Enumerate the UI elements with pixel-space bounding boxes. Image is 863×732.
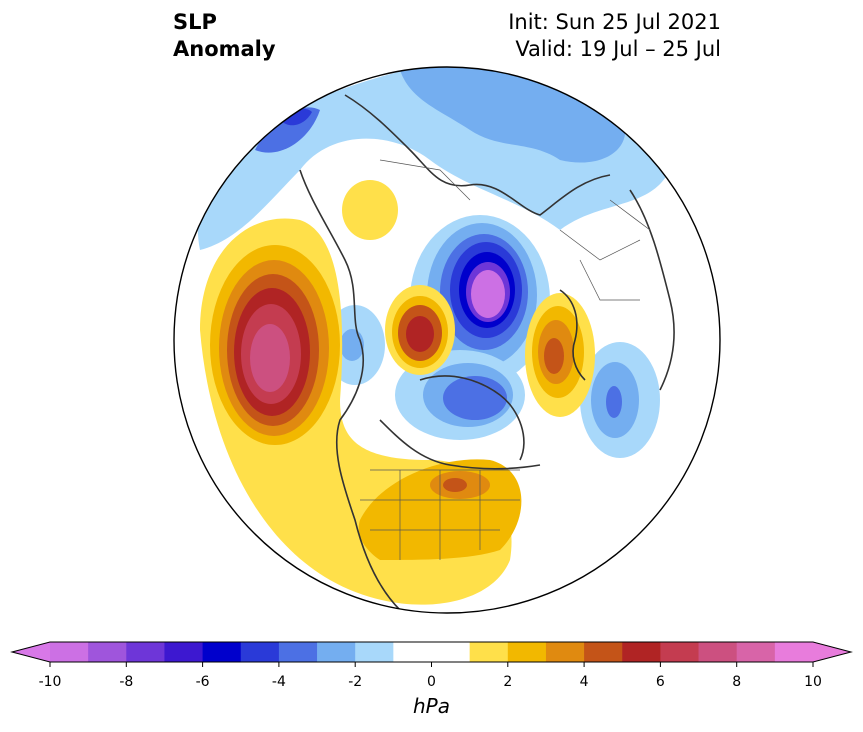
colorbar-segment	[393, 642, 471, 662]
anomaly-pos-7	[250, 324, 290, 392]
colorbar-tick-label: 4	[579, 674, 589, 690]
colorbar-tick-label: 2	[503, 674, 513, 690]
colorbar-segment	[202, 642, 242, 662]
colorbar-segment	[240, 642, 280, 662]
colorbar-tick-label: -6	[195, 674, 210, 690]
colorbar-segment	[164, 642, 204, 662]
colorbar-segment	[736, 642, 776, 662]
anomaly-pos-12	[406, 316, 434, 352]
anomaly-neg-16	[340, 329, 364, 361]
anomaly-neg-4	[280, 108, 312, 126]
map-dates: Init: Sun 25 Jul 2021 Valid: 19 Jul – 25…	[508, 9, 721, 63]
valid-range: Valid: 19 Jul – 25 Jul	[515, 37, 721, 61]
init-date: Init: Sun 25 Jul 2021	[508, 10, 721, 34]
colorbar-unit: hPa	[413, 694, 450, 718]
colorbar-segment	[545, 642, 585, 662]
colorbar-segments	[10, 641, 853, 663]
anomaly-pos-8	[342, 180, 398, 240]
anomaly-neg-14	[443, 376, 507, 420]
colorbar-tick-label: -10	[38, 674, 62, 690]
title-line-2: Anomaly	[173, 37, 276, 61]
colorbar-tick-label: -8	[119, 674, 134, 690]
title-line-1: SLP	[173, 10, 217, 34]
anomaly-pos-19	[443, 478, 467, 492]
colorbar-segment	[50, 642, 89, 662]
colorbar-segment	[126, 642, 165, 662]
anomaly-neg-11	[471, 270, 505, 318]
colorbar-tick-label: 8	[732, 674, 742, 690]
anomaly-pos-16	[544, 338, 564, 374]
borders	[360, 159, 651, 560]
anomaly-field	[174, 67, 720, 613]
colorbar	[10, 641, 853, 667]
colorbar-segment	[507, 642, 547, 662]
colorbar-tick-label: 6	[655, 674, 665, 690]
coastlines	[299, 94, 675, 611]
colorbar-segment	[88, 642, 127, 662]
colorbar-tick-label: -2	[348, 674, 363, 690]
colorbar-segment	[622, 642, 661, 662]
colorbar-tick-label: -4	[271, 674, 286, 690]
colorbar-segment	[660, 642, 700, 662]
colorbar-tick-label: 10	[804, 674, 822, 690]
colorbar-segment	[278, 642, 318, 662]
colorbar-under-arrow	[12, 642, 50, 662]
colorbar-segment	[698, 642, 738, 662]
colorbar-tick-label: 0	[427, 674, 436, 690]
colorbar-segment	[469, 642, 509, 662]
colorbar-segment	[355, 642, 394, 662]
colorbar-over-arrow	[813, 642, 851, 662]
polar-map	[173, 66, 721, 614]
colorbar-segment	[317, 642, 356, 662]
colorbar-segment	[774, 642, 814, 662]
colorbar-segment	[584, 642, 623, 662]
anomaly-neg-19	[606, 386, 622, 418]
map-title: SLP Anomaly	[173, 9, 276, 63]
colorbar-ticks	[49, 662, 814, 667]
